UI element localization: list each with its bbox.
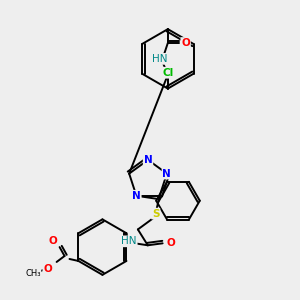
Text: O: O	[181, 38, 190, 48]
Text: O: O	[43, 264, 52, 274]
Text: Cl: Cl	[162, 68, 173, 78]
Text: HN: HN	[152, 54, 168, 64]
Text: S: S	[152, 208, 160, 219]
Text: O: O	[166, 238, 175, 248]
Text: N: N	[132, 191, 141, 201]
Text: N: N	[163, 169, 171, 178]
Text: CH₃: CH₃	[25, 269, 40, 278]
Text: N: N	[144, 155, 152, 165]
Text: O: O	[48, 236, 57, 246]
Text: HN: HN	[121, 236, 137, 246]
Text: methyl: methyl	[0, 299, 1, 300]
